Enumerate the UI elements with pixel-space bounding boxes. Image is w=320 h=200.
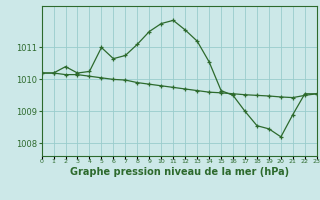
X-axis label: Graphe pression niveau de la mer (hPa): Graphe pression niveau de la mer (hPa): [70, 167, 289, 177]
